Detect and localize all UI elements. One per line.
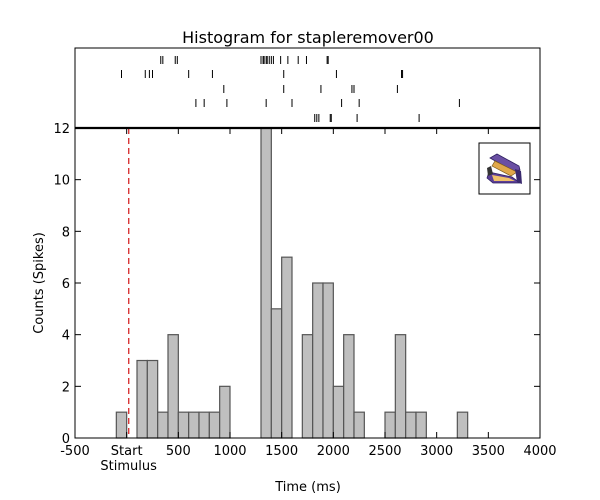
x-axis-ticks: -500 Start 500 1000 1500 2000 2500 3000 3500 4000 [60,128,557,459]
stimulus-sublabel: Stimulus [100,459,157,474]
histogram-bar [136,359,148,439]
raster-marks [121,56,460,122]
x-tick-label: 3000 [420,444,453,459]
histogram-bar [301,334,314,439]
y-tick-label: 4 [62,329,70,344]
y-axis-label: Counts (Spikes) [32,232,47,334]
histogram-bar [415,411,427,439]
stapler-remover-icon [478,142,531,195]
x-tick-label: 1000 [213,444,246,459]
histogram-bar [343,334,355,439]
x-tick-label: 1500 [265,444,298,459]
histogram-bar [157,411,169,439]
x-tick-label: 2000 [317,444,350,459]
histogram-bar [115,411,128,439]
x-tick-label: Start [111,444,143,459]
histogram-bar [353,411,365,439]
histogram-bar [188,411,200,439]
histogram-bar [208,411,221,439]
histogram-bar [312,282,324,439]
raster-frame [74,47,541,129]
histogram-bar [332,385,345,439]
histogram-bar [270,308,283,439]
histogram-bar [177,411,190,439]
y-tick-label: 10 [53,174,70,189]
histogram-bar [281,256,293,439]
histogram-bar [384,411,396,439]
x-tick-label: 2500 [368,444,401,459]
y-tick-label: 0 [62,432,70,447]
histogram-bar [146,359,159,439]
histogram-panel: -500 Start 500 1000 1500 2000 2500 3000 3500 4000… [53,122,556,474]
histogram-bar [198,411,210,439]
y-tick-label: 12 [53,122,70,137]
histogram-bar [260,127,272,439]
histogram-bar [405,411,417,439]
y-tick-label: 6 [62,277,70,292]
histogram-bars [115,127,469,439]
x-tick-label: 3500 [472,444,505,459]
raster-panel [74,47,541,129]
histogram-bar [394,334,407,439]
x-tick-label: 4000 [523,444,556,459]
histogram-bar [219,385,231,439]
chart-title: Histogram for stapleremover00 [182,28,434,47]
x-tick-label: 500 [166,444,191,459]
x-axis-label: Time (ms) [274,480,341,495]
y-tick-label: 2 [62,380,70,395]
histogram-bar [322,282,334,439]
histogram-bar [167,334,179,439]
y-axis-ticks: 0 2 4 6 8 10 12 [53,122,540,447]
histogram-bar [456,411,469,439]
x-tick-label: -500 [60,444,90,459]
y-tick-label: 8 [62,225,70,240]
